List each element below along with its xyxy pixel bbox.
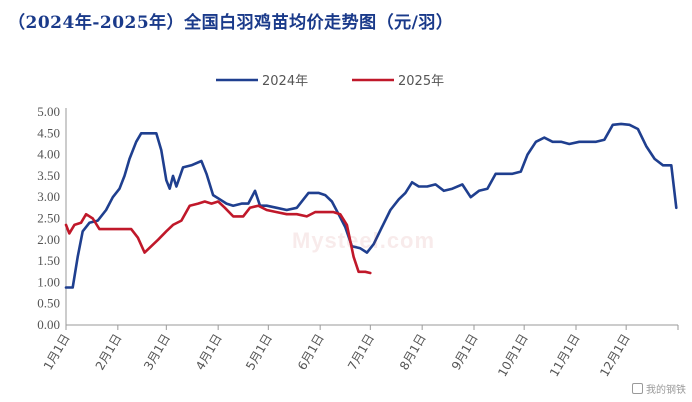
logo-text: 我的钢铁 bbox=[646, 385, 686, 396]
y-tick-label: 3.00 bbox=[37, 189, 60, 204]
y-tick-label: 2.50 bbox=[37, 211, 60, 226]
y-tick-label: 1.50 bbox=[37, 253, 60, 268]
y-tick-label: 3.50 bbox=[37, 168, 60, 183]
y-tick-label: 0.50 bbox=[37, 296, 60, 311]
x-axis: 1月1日 2月1日 3月1日 4月1日 5月1日 6月1日 7月1日 8月1日 9月1日 10月1… bbox=[41, 324, 679, 380]
x-tick-label: 12月1日 bbox=[597, 332, 633, 380]
x-tick-label: 1月1日 bbox=[41, 332, 73, 373]
y-tick-label: 4.50 bbox=[37, 125, 60, 140]
x-tick-label: 7月1日 bbox=[345, 332, 377, 373]
y-tick-label: 1.00 bbox=[37, 274, 60, 289]
x-tick-label: 10月1日 bbox=[495, 332, 531, 380]
x-tick-label: 2月1日 bbox=[93, 332, 125, 373]
y-tick-label: 5.00 bbox=[37, 104, 60, 119]
chart-title: （2024年-2025年）全国白羽鸡苗均价走势图（元/羽） bbox=[8, 13, 454, 33]
corner-logo: 我的钢铁 bbox=[632, 381, 686, 396]
x-tick-label: 3月1日 bbox=[141, 332, 173, 373]
y-tick-label: 0.00 bbox=[37, 317, 60, 332]
x-tick-label: 11月1日 bbox=[547, 332, 583, 380]
series-line-2024 bbox=[64, 122, 678, 289]
y-tick-label: 2.00 bbox=[37, 232, 60, 247]
logo-square-icon bbox=[632, 383, 643, 394]
x-tick-label: 9月1日 bbox=[449, 332, 481, 373]
y-tick-label: 4.00 bbox=[37, 147, 60, 162]
x-tick-label: 5月1日 bbox=[243, 332, 275, 373]
watermark: Mysteel.com bbox=[292, 228, 436, 253]
y-axis: 0.00 0.50 1.00 1.50 2.00 2.50 3.00 3.50 4.00 4.50… bbox=[37, 104, 67, 332]
series-line-2025 bbox=[64, 200, 372, 275]
legend-label-2024: 2024年 bbox=[262, 74, 308, 89]
x-tick-label: 6月1日 bbox=[295, 332, 327, 373]
series-layer bbox=[64, 122, 678, 289]
x-tick-label: 8月1日 bbox=[397, 332, 429, 373]
legend: 2024年 2025年 bbox=[216, 74, 444, 89]
x-tick-label: 4月1日 bbox=[193, 332, 225, 373]
legend-label-2025: 2025年 bbox=[398, 74, 444, 89]
